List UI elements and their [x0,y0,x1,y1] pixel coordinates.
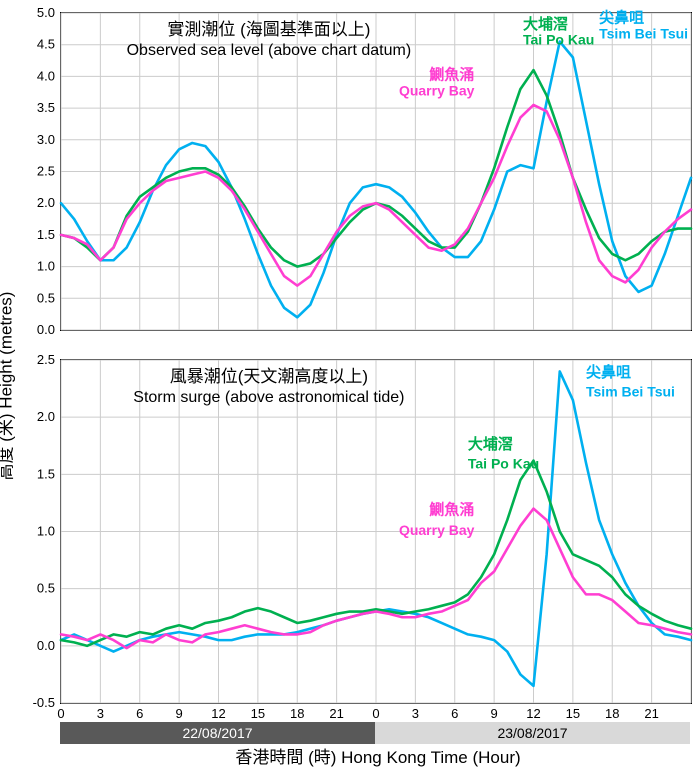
series-label-tsim-bei-tsui-cn: 尖鼻咀 [599,9,644,27]
panel-title-en: Observed sea level (above chart datum) [127,42,412,59]
svg-text:3.0: 3.0 [37,132,55,147]
svg-text:1.5: 1.5 [37,466,55,481]
date-bar-1: 22/08/2017 [60,722,375,744]
svg-text:21: 21 [329,706,343,721]
svg-text:1.5: 1.5 [37,227,55,242]
svg-text:2.0: 2.0 [37,195,55,210]
svg-text:0.0: 0.0 [37,322,55,337]
series-label-quarry-bay-cn: 鰂魚涌 [428,66,474,84]
svg-text:2.5: 2.5 [37,164,55,179]
series-label-quarry-bay-en: Quarry Bay [399,522,475,538]
panel-title-en: Storm surge (above astronomical tide) [133,389,404,406]
panel-title-cn: 實測潮位 (海圖基準面以上) [167,20,370,39]
svg-text:12: 12 [211,706,225,721]
date-bar-2: 23/08/2017 [375,722,690,744]
svg-text:15: 15 [251,706,265,721]
series-label-tai-po-kau-en: Tai Po Kau [523,32,594,48]
series-label-quarry-bay-en: Quarry Bay [399,82,475,98]
series-label-tai-po-kau-cn: 大埔滘 [523,15,568,33]
svg-text:0: 0 [372,706,379,721]
plot-top-svg: 0.00.51.01.52.02.53.03.54.04.55.0實測潮位 (海… [61,13,691,330]
series-label-tsim-bei-tsui-en: Tsim Bei Tsui [586,383,675,399]
svg-text:9: 9 [491,706,498,721]
svg-text:1.0: 1.0 [37,523,55,538]
svg-text:18: 18 [290,706,304,721]
svg-text:2.5: 2.5 [37,352,55,367]
svg-text:5.0: 5.0 [37,5,55,20]
svg-text:4.0: 4.0 [37,68,55,83]
series-label-tsim-bei-tsui-en: Tsim Bei Tsui [599,25,688,41]
svg-text:4.5: 4.5 [37,37,55,52]
svg-text:9: 9 [176,706,183,721]
series-label-tai-po-kau-en: Tai Po Kau [468,455,539,471]
svg-text:6: 6 [136,706,143,721]
svg-text:0.0: 0.0 [37,638,55,653]
svg-text:6: 6 [451,706,458,721]
top-plot: 0.00.51.01.52.02.53.03.54.04.55.0實測潮位 (海… [60,12,692,331]
svg-text:2.0: 2.0 [37,409,55,424]
svg-text:18: 18 [605,706,619,721]
chart-page: 高度 (米) Height (metres) 0.00.51.01.52.02.… [0,0,700,772]
panel-title-cn: 風暴潮位(天文潮高度以上) [170,367,368,386]
series-label-quarry-bay-cn: 鰂魚涌 [428,500,474,518]
x-axis-label: 香港時間 (時) Hong Kong Time (Hour) [235,743,520,768]
svg-text:0.5: 0.5 [37,290,55,305]
svg-text:0: 0 [57,706,64,721]
svg-text:3: 3 [412,706,419,721]
svg-text:-0.5: -0.5 [33,695,55,710]
svg-text:0.5: 0.5 [37,580,55,595]
series-label-tsim-bei-tsui-cn: 尖鼻咀 [586,363,631,381]
bottom-plot: -0.50.00.51.01.52.02.5036912151821036912… [60,359,692,704]
svg-text:1.0: 1.0 [37,259,55,274]
svg-text:3.5: 3.5 [37,100,55,115]
svg-text:12: 12 [526,706,540,721]
svg-text:3: 3 [97,706,104,721]
svg-text:21: 21 [644,706,658,721]
series-label-tai-po-kau-cn: 大埔滘 [468,435,513,453]
svg-text:15: 15 [566,706,580,721]
plot-bottom-svg: -0.50.00.51.01.52.02.5036912151821036912… [61,360,691,703]
y-axis-label: 高度 (米) Height (metres) [0,292,17,481]
